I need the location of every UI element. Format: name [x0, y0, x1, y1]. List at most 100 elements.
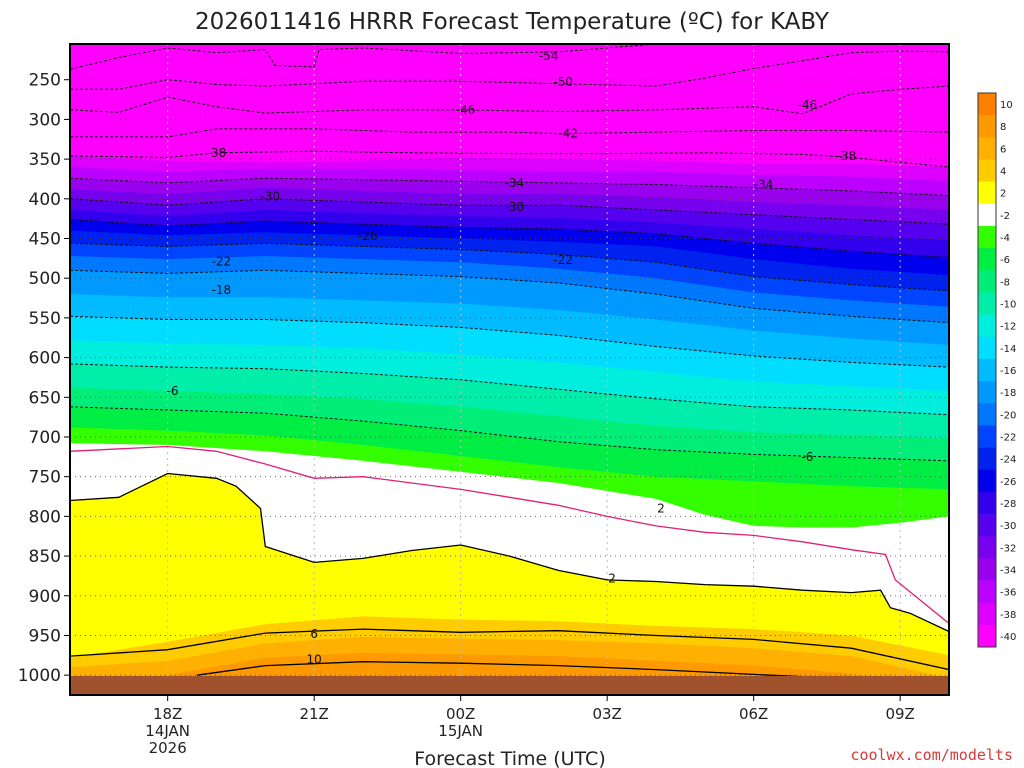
contour-label-3: -46: [798, 98, 818, 112]
x-tick-label-00Z: 00Z: [446, 705, 475, 723]
isotherm-dashed-10: [70, 315, 949, 368]
colorbar-swatch-3: [978, 159, 996, 182]
colorbar-swatch-9: [978, 292, 996, 315]
isotherm-dashed-5: [70, 177, 949, 197]
colorbar-swatch-5: [978, 203, 996, 227]
y-tick-label-450: 450: [29, 230, 61, 250]
y-tick-label-300: 300: [29, 110, 61, 130]
isotherm-dashed-12: [70, 406, 949, 462]
y-tick-label-1000: 1000: [18, 666, 61, 686]
colorbar-label-11: -14: [1000, 344, 1016, 355]
y-tick-label-550: 550: [29, 309, 61, 329]
colorbar-swatch-13: [978, 381, 996, 404]
x-tick-date-18Z: 14JAN: [145, 722, 190, 740]
colorbar-label-10: -12: [1000, 322, 1016, 333]
colorbar-swatch-18: [978, 491, 996, 515]
y-tick-label-900: 900: [29, 587, 61, 607]
x-tick-label-21Z: 21Z: [299, 705, 328, 723]
contour-label-11: -26: [358, 229, 378, 243]
plot-area: -54 -50 -46 -46 -42 -38 -38 -34 -34 -30 -30 -26 -22 -…: [69, 43, 950, 696]
colorbar-label-20: -32: [1000, 543, 1016, 554]
grid-lines: [70, 44, 949, 695]
colorbar-swatch-6: [978, 225, 996, 249]
contour-label-4: -42: [558, 127, 578, 141]
colorbar-swatch-15: [978, 425, 996, 448]
x-tick-year-18Z: 2026: [149, 739, 187, 757]
colorbar-swatch-11: [978, 336, 996, 360]
freezing-line: [70, 445, 949, 625]
colorbar-label-1: 8: [1000, 122, 1006, 133]
colorbar-swatch-0: [978, 93, 996, 116]
isotherm-solid-6: [70, 628, 949, 671]
colorbar-label-23: -38: [1000, 610, 1016, 621]
colorbar-swatch-23: [978, 602, 996, 626]
y-tick-label-500: 500: [29, 269, 61, 289]
colorbar-label-2: 6: [1000, 144, 1006, 155]
contour-label-5: -38: [207, 146, 227, 160]
contour-label-7: -34: [505, 176, 525, 190]
colorbar-label-22: -36: [1000, 588, 1016, 599]
y-tick-label-850: 850: [29, 547, 61, 567]
y-tick-label-600: 600: [29, 349, 61, 369]
ground-surface: [70, 676, 949, 695]
colorbar-swatch-20: [978, 536, 996, 559]
y-tick-label-700: 700: [29, 428, 61, 448]
isotherm-solid-10: [196, 661, 803, 678]
contour-label-17: 2: [657, 501, 665, 515]
y-tick-label-250: 250: [29, 71, 61, 91]
isotherm-dashed-7: [70, 219, 949, 259]
contour-labels: -54 -50 -46 -46 -42 -38 -38 -34 -34 -30 -30 -26 -22 -…: [167, 49, 857, 666]
colorbar-label-6: -4: [1000, 233, 1010, 244]
contour-label-18: 2: [608, 571, 616, 585]
contour-label-9: -30: [260, 189, 280, 203]
colorbar-swatch-10: [978, 314, 996, 338]
contour-label-12: -22: [212, 255, 232, 269]
plot-frame: [69, 43, 950, 696]
isotherm-dashed-4: [70, 150, 949, 168]
colorbar-frame: [977, 92, 997, 648]
contour-label-8: -34: [754, 178, 774, 192]
colorbar-label-18: -28: [1000, 499, 1016, 510]
contour-label-6: -38: [837, 149, 857, 163]
colorbar-label-12: -16: [1000, 366, 1016, 377]
contour-label-1: -50: [553, 75, 573, 89]
isotherm-dashed-6: [70, 198, 949, 225]
y-tick-label-400: 400: [29, 190, 61, 210]
isotherm-dashed-2: [70, 85, 949, 115]
isotherm-contours: [70, 44, 949, 678]
contour-label-19: 6: [310, 627, 318, 641]
isotherm-dashed-9: [70, 269, 949, 324]
colorbar-label-14: -20: [1000, 410, 1016, 421]
isotherm-solid-2: [70, 472, 949, 633]
colorbar-swatch-17: [978, 469, 996, 493]
colorbar-swatch-4: [978, 181, 996, 205]
contour-label-20: 10: [307, 652, 322, 666]
isotherm-dashed-0: [70, 44, 657, 70]
y-tick-label-750: 750: [29, 468, 61, 488]
colorbar-label-19: -30: [1000, 521, 1016, 532]
colorbar-label-15: -22: [1000, 432, 1016, 443]
contour-label-2: -46: [456, 103, 476, 117]
x-tick-label-09Z: 09Z: [885, 705, 914, 723]
contour-label-10: -30: [505, 200, 525, 214]
y-tick-label-650: 650: [29, 388, 61, 408]
colorbar-swatch-24: [978, 624, 996, 648]
colorbar-label-0: 10: [1000, 100, 1013, 111]
temperature-bands: [70, 44, 949, 695]
contour-label-15: -6: [167, 384, 179, 398]
x-axis-label: Forecast Time (UTC): [414, 748, 605, 768]
colorbar-label-3: 4: [1000, 167, 1006, 178]
colorbar-label-24: -40: [1000, 632, 1016, 643]
y-tick-label-350: 350: [29, 150, 61, 170]
colorbar-label-17: -26: [1000, 477, 1016, 488]
x-tick-label-03Z: 03Z: [592, 705, 621, 723]
colorbar-label-4: 2: [1000, 189, 1006, 200]
colorbar-label-5: -2: [1000, 211, 1010, 222]
colorbar-swatch-12: [978, 358, 996, 382]
colorbar-swatch-19: [978, 514, 996, 537]
colorbar-label-16: -24: [1000, 455, 1016, 466]
contour-label-13: -22: [553, 253, 573, 267]
isotherm-dashed-3: [70, 128, 949, 138]
